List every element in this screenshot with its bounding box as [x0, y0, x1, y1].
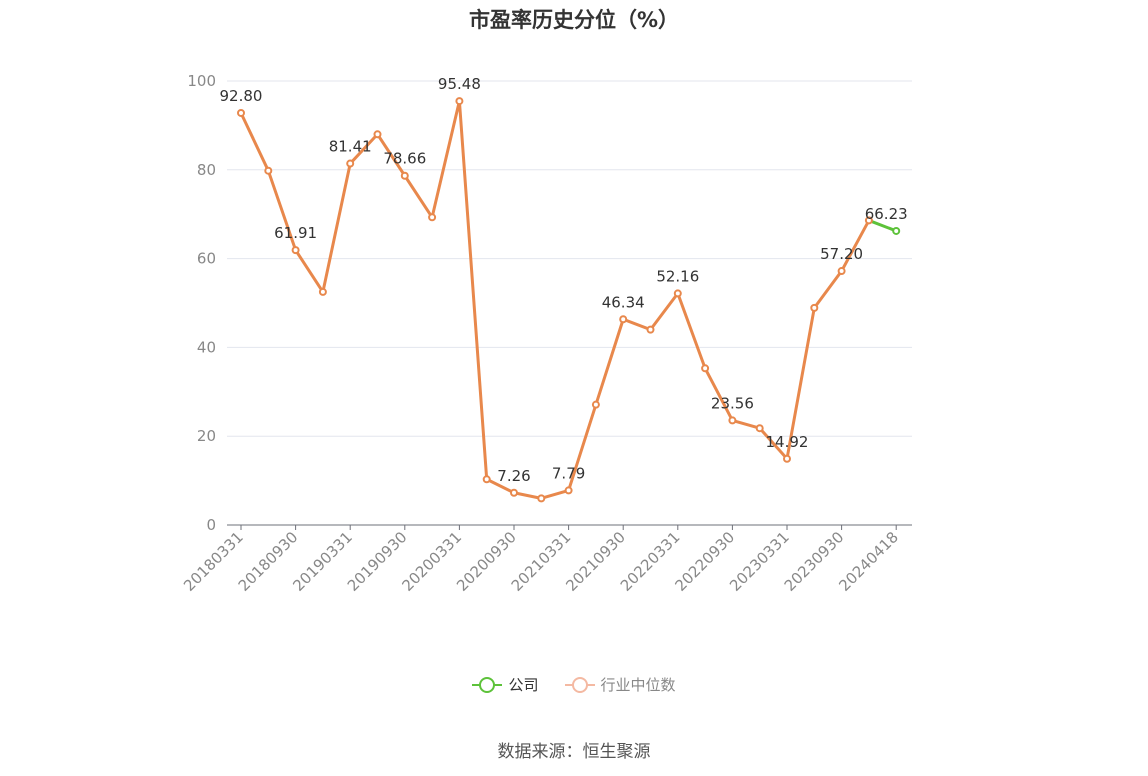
data-point [373, 130, 382, 139]
legend: 公司 行业中位数 [0, 674, 1148, 695]
data-point [619, 315, 628, 324]
data-point [892, 226, 901, 235]
data-label: 92.80 [220, 87, 263, 105]
data-label: 23.56 [711, 394, 754, 412]
series-points [237, 97, 901, 503]
data-point [591, 400, 600, 409]
y-tick-label: 80 [197, 161, 216, 179]
x-axis: 2018033120180930201903312019093020200331… [180, 524, 912, 595]
data-label: 78.66 [383, 150, 426, 168]
data-point [237, 108, 245, 117]
data-point [810, 303, 819, 312]
data-point [755, 424, 764, 433]
y-tick-label: 20 [197, 427, 216, 445]
data-point [701, 364, 710, 373]
y-tick-label: 0 [206, 516, 216, 534]
series-line [239, 99, 871, 500]
data-point [291, 246, 300, 255]
data-label: 57.20 [820, 245, 863, 263]
data-point [564, 486, 573, 495]
y-tick-label: 60 [197, 250, 216, 268]
legend-item-company[interactable]: 公司 [472, 674, 539, 695]
grid [227, 80, 912, 437]
data-point [346, 159, 355, 168]
data-label: 7.26 [497, 467, 530, 485]
data-labels: 92.80 61.91 81.41 78.66 95.48 7.26 7.79 46.34 52… [220, 75, 908, 485]
data-source: 数据来源：恒生聚源 [497, 742, 651, 762]
data-point [510, 488, 518, 497]
data-point [783, 454, 791, 463]
legend-company-marker-icon [472, 675, 503, 695]
y-axis: 0 20 40 60 80 100 [187, 72, 216, 534]
x-tick-label: 20240418 [835, 528, 902, 595]
legend-industry-marker-icon [564, 675, 595, 695]
y-tick-label: 100 [187, 72, 216, 90]
y-tick-label: 40 [197, 338, 216, 356]
data-point [837, 267, 846, 276]
data-point [264, 166, 273, 175]
legend-item-industry[interactable]: 行业中位数 [564, 674, 676, 695]
data-label: 52.16 [656, 267, 699, 285]
data-point [482, 475, 491, 484]
data-point [728, 416, 737, 425]
data-label: 81.41 [329, 138, 372, 156]
chart-title: 市盈率历史分位（%） [468, 8, 680, 32]
legend-industry-label: 行业中位数 [600, 676, 676, 694]
data-label: 61.91 [274, 224, 317, 242]
data-label: 66.23 [865, 205, 908, 223]
data-point [428, 213, 437, 222]
data-point [400, 171, 409, 180]
data-point [673, 289, 682, 298]
series-line [868, 219, 897, 233]
legend-company-label: 公司 [508, 676, 539, 694]
data-label: 46.34 [602, 293, 645, 311]
data-point [864, 216, 873, 225]
data-point [646, 325, 655, 334]
data-point [537, 494, 546, 503]
data-point [455, 97, 464, 106]
data-label: 7.79 [552, 464, 585, 482]
series-lines [239, 99, 897, 500]
data-point [318, 287, 327, 296]
data-label: 14.92 [766, 433, 809, 451]
data-label: 95.48 [438, 75, 481, 93]
